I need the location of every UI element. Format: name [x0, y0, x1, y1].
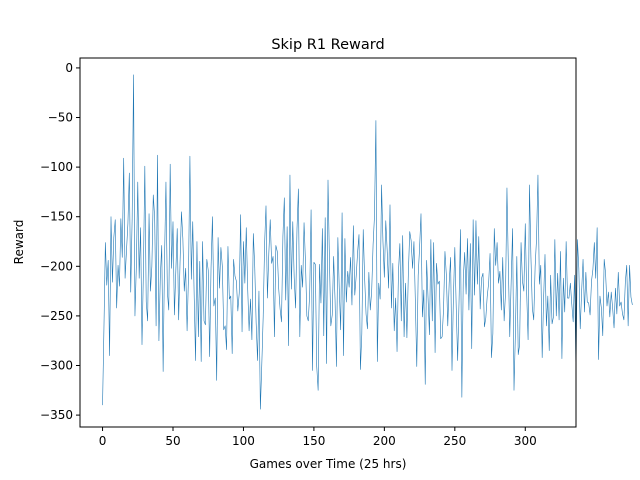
- y-tick-label: 0: [65, 61, 73, 75]
- y-axis: 0 −50 −100 −150 −200 −250 −300 −350: [40, 61, 80, 422]
- series-line: [102, 74, 633, 410]
- x-axis-title: Games over Time (25 hrs): [250, 457, 407, 471]
- y-tick-label: −50: [48, 111, 73, 125]
- x-tick-label: 0: [99, 434, 107, 448]
- y-tick-label: −350: [40, 408, 73, 422]
- x-axis: 0 50 100 150 200 250 300: [99, 427, 537, 448]
- y-tick-label: −300: [40, 359, 73, 373]
- chart-title: Skip R1 Reward: [271, 37, 384, 53]
- plot-area: [79, 57, 633, 428]
- y-tick-label: −100: [40, 160, 73, 174]
- y-tick-label: −150: [40, 210, 73, 224]
- x-tick-label: 250: [443, 434, 466, 448]
- y-tick-label: −200: [40, 259, 73, 273]
- x-tick-label: 50: [165, 434, 180, 448]
- y-tick-label: −250: [40, 309, 73, 323]
- x-tick-label: 200: [373, 434, 396, 448]
- x-tick-label: 150: [302, 434, 325, 448]
- x-tick-label: 100: [232, 434, 255, 448]
- plot-frame: [79, 57, 577, 428]
- y-axis-title: Reward: [12, 220, 26, 265]
- x-tick-label: 300: [514, 434, 537, 448]
